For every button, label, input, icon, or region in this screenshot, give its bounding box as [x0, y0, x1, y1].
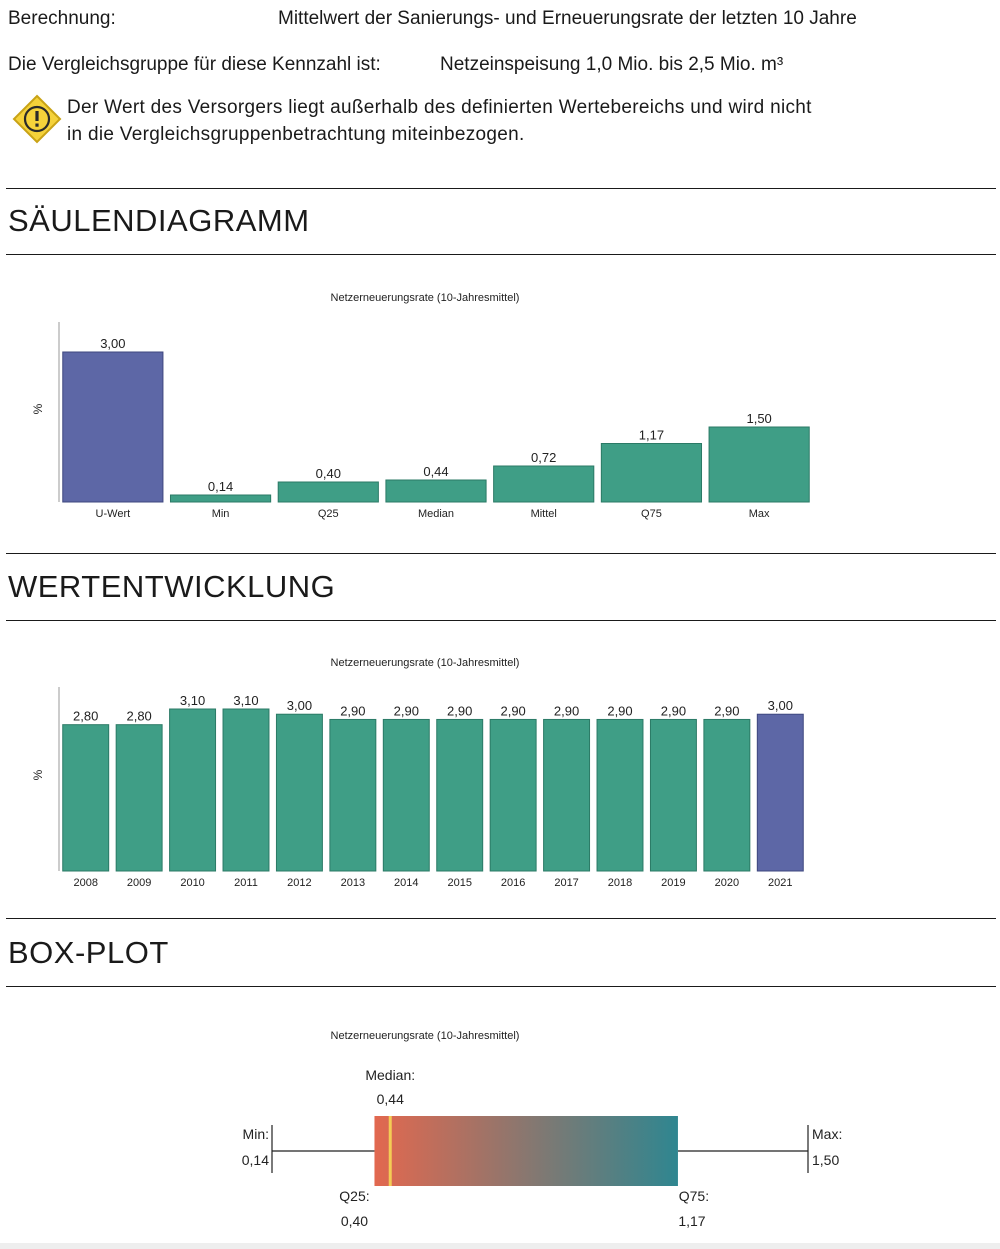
bar: [600, 443, 703, 503]
data-label: 0,14: [208, 479, 233, 494]
data-label: 3,00: [768, 698, 793, 713]
tick-label: 2009: [127, 877, 151, 889]
tick-label: 2008: [73, 877, 97, 889]
divider: [6, 254, 996, 255]
y-axis-label: %: [31, 769, 45, 780]
data-label: 0,72: [531, 450, 556, 465]
tick-label: 2017: [554, 877, 578, 889]
chart-title: Netzerneuerungsrate (10-Jahresmittel): [331, 657, 520, 669]
tick-label: Q25: [318, 508, 339, 520]
bar: [703, 718, 751, 872]
section-title-trend: WERTENTWICKLUNG: [8, 569, 336, 604]
data-label: 0,44: [423, 464, 448, 479]
tick-label: Min: [212, 508, 230, 520]
bar: [596, 718, 644, 872]
data-label: 2,90: [714, 703, 739, 718]
tick-label: 2011: [234, 877, 258, 889]
divider: [6, 188, 996, 189]
data-label: 3,10: [233, 693, 258, 708]
data-label: 3,00: [100, 336, 125, 351]
data-label: 2,90: [500, 703, 525, 718]
bar: [277, 481, 379, 503]
warning-text-line1: Der Wert des Versorgers liegt außerhalb …: [67, 97, 812, 118]
warning-icon: [12, 94, 62, 144]
max-label: Max:: [812, 1126, 842, 1142]
bar: [115, 724, 163, 872]
data-label: 1,17: [639, 428, 664, 443]
q75-label: Q75:: [679, 1188, 709, 1204]
y-axis-label: %: [31, 403, 45, 414]
data-label: 3,10: [180, 693, 205, 708]
berechnung-value: Mittelwert der Sanierungs- und Erneuerun…: [278, 8, 857, 29]
tick-label: Q75: [641, 508, 662, 520]
group-value: Netzeinspeisung 1,0 Mio. bis 2,5 Mio. m³: [440, 54, 784, 75]
bar-chart: Netzerneuerungsrate (10-Jahresmittel)% 3,…: [31, 292, 810, 520]
bar: [382, 718, 430, 872]
iqr-box: [374, 1116, 678, 1186]
bar: [169, 708, 217, 872]
group-label: Die Vergleichsgruppe für diese Kennzahl …: [8, 54, 381, 75]
divider: [6, 553, 996, 554]
tick-label: 2015: [447, 877, 471, 889]
data-label: 0,40: [316, 466, 341, 481]
divider: [6, 620, 996, 621]
tick-label: 2019: [661, 877, 685, 889]
bar: [385, 479, 487, 503]
box-plot: Netzerneuerungsrate (10-Jahresmittel) Med…: [242, 1030, 843, 1229]
chart-title: Netzerneuerungsrate (10-Jahresmittel): [331, 1030, 520, 1042]
warning-text-line2: in die Vergleichsgruppenbetrachtung mite…: [67, 124, 525, 145]
bar: [222, 708, 270, 872]
data-label: 2,80: [126, 709, 151, 724]
section-title-box: BOX-PLOT: [8, 935, 169, 970]
data-label: 2,90: [394, 703, 419, 718]
tick-label: Max: [749, 508, 770, 520]
trend-chart: Netzerneuerungsrate (10-Jahresmittel)% 2,…: [31, 657, 804, 889]
tick-label: 2010: [180, 877, 204, 889]
tick-label: Median: [418, 508, 454, 520]
max-value: 1,50: [812, 1152, 839, 1168]
min-label: Min:: [243, 1126, 269, 1142]
divider: [6, 986, 996, 987]
q75-value: 1,17: [678, 1213, 705, 1229]
bar: [169, 494, 272, 503]
bar: [62, 351, 164, 503]
data-label: 2,90: [554, 703, 579, 718]
q25-label: Q25:: [339, 1188, 369, 1204]
bar: [436, 718, 484, 872]
q25-value: 0,40: [341, 1213, 368, 1229]
tick-label: U-Wert: [96, 508, 131, 520]
median-value: 0,44: [377, 1091, 404, 1107]
tick-label: 2016: [501, 877, 525, 889]
tick-label: 2014: [394, 877, 418, 889]
tick-label: 2013: [341, 877, 365, 889]
data-label: 2,90: [607, 703, 632, 718]
divider: [6, 918, 996, 919]
bar: [708, 426, 810, 503]
bar: [756, 713, 804, 872]
data-label: 3,00: [287, 698, 312, 713]
bar: [543, 718, 591, 872]
bar: [62, 724, 110, 872]
tick-label: 2012: [287, 877, 311, 889]
median-label: Median:: [365, 1067, 415, 1083]
data-label: 2,90: [661, 703, 686, 718]
tick-label: 2020: [715, 877, 739, 889]
data-label: 2,90: [447, 703, 472, 718]
bar: [275, 713, 323, 872]
tick-label: 2021: [768, 877, 792, 889]
section-title-bar: SÄULENDIAGRAMM: [8, 203, 310, 238]
bar: [489, 718, 537, 872]
data-label: 2,80: [73, 709, 98, 724]
tick-label: Mittel: [531, 508, 557, 520]
footer-strip: [0, 1243, 1000, 1249]
min-value: 0,14: [242, 1152, 269, 1168]
bar: [649, 718, 697, 872]
bar: [493, 465, 595, 503]
tick-label: 2018: [608, 877, 632, 889]
bar: [329, 718, 377, 872]
chart-title: Netzerneuerungsrate (10-Jahresmittel): [331, 292, 520, 304]
data-label: 1,50: [746, 411, 771, 426]
data-label: 2,90: [340, 703, 365, 718]
berechnung-label: Berechnung:: [8, 8, 116, 29]
